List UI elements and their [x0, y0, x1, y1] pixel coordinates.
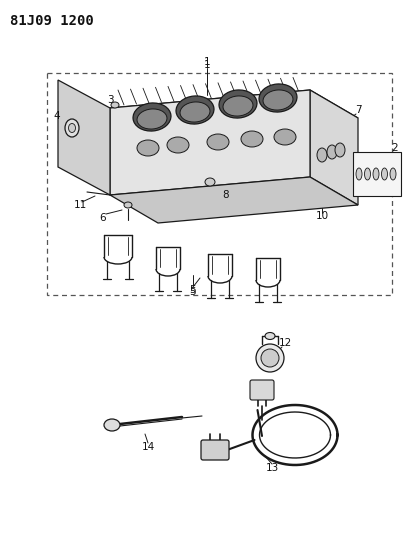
Bar: [47, 73, 391, 295]
Text: 5: 5: [189, 287, 196, 297]
Ellipse shape: [389, 168, 395, 180]
Ellipse shape: [273, 129, 295, 145]
Ellipse shape: [68, 124, 75, 133]
Ellipse shape: [260, 349, 278, 367]
Text: 5: 5: [189, 285, 196, 295]
Ellipse shape: [363, 168, 370, 180]
Ellipse shape: [334, 143, 344, 157]
Text: 11: 11: [73, 200, 86, 210]
FancyBboxPatch shape: [249, 380, 273, 400]
Bar: [352, 152, 400, 196]
Ellipse shape: [355, 168, 361, 180]
Text: 4: 4: [54, 111, 60, 121]
Ellipse shape: [372, 168, 378, 180]
Ellipse shape: [206, 134, 228, 150]
Text: 14: 14: [141, 442, 154, 452]
Ellipse shape: [180, 102, 209, 122]
Ellipse shape: [133, 103, 171, 131]
Polygon shape: [110, 90, 357, 136]
Text: 13: 13: [265, 463, 278, 473]
Text: 1: 1: [203, 57, 210, 67]
Polygon shape: [110, 90, 309, 195]
Ellipse shape: [65, 119, 79, 137]
Ellipse shape: [223, 96, 252, 116]
Ellipse shape: [111, 102, 119, 108]
Polygon shape: [309, 90, 357, 205]
Ellipse shape: [218, 90, 256, 118]
Ellipse shape: [316, 148, 326, 162]
Ellipse shape: [326, 145, 336, 159]
Text: 7: 7: [354, 105, 361, 115]
Ellipse shape: [166, 137, 189, 153]
Ellipse shape: [137, 140, 159, 156]
Text: 1: 1: [203, 60, 210, 70]
Text: 12: 12: [278, 338, 291, 348]
Ellipse shape: [255, 344, 283, 372]
Text: 3: 3: [107, 95, 113, 105]
Ellipse shape: [259, 84, 296, 112]
Text: 81J09 1200: 81J09 1200: [10, 14, 93, 28]
Ellipse shape: [264, 333, 274, 340]
Text: 8: 8: [222, 190, 229, 200]
Ellipse shape: [104, 419, 120, 431]
FancyBboxPatch shape: [201, 440, 228, 460]
Text: 10: 10: [315, 211, 328, 221]
Ellipse shape: [262, 90, 292, 110]
Ellipse shape: [380, 168, 387, 180]
Polygon shape: [58, 80, 110, 195]
Text: 6: 6: [100, 213, 106, 223]
Ellipse shape: [124, 202, 132, 208]
Text: 2: 2: [391, 143, 397, 153]
Ellipse shape: [176, 96, 214, 124]
Ellipse shape: [204, 178, 214, 186]
Ellipse shape: [240, 131, 262, 147]
Polygon shape: [110, 177, 357, 223]
Ellipse shape: [137, 109, 166, 129]
